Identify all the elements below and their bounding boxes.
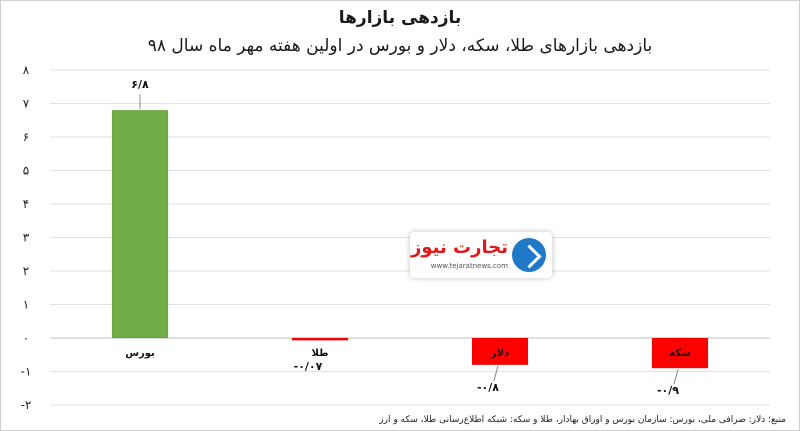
tejaratnews-logo: تجارت نیوز www.tejaratnews.com (410, 232, 552, 278)
y-tick-label: ۶ (23, 130, 29, 144)
y-tick-label: ۷ (23, 97, 30, 111)
y-tick-label: ۰ (23, 331, 29, 345)
y-tick-label: ۲ (23, 264, 29, 278)
data-label-leader (493, 365, 499, 381)
logo-name: تجارت نیوز (411, 237, 508, 258)
y-tick-label: -۱ (21, 365, 32, 379)
data-label: -۰/۰۷ (294, 360, 323, 373)
y-tick-label: -۲ (21, 398, 32, 412)
bar (651, 337, 709, 369)
logo-arrow-icon (512, 238, 546, 272)
chart-title: بازدهی بازارها (338, 8, 462, 28)
category-label: دلار (490, 348, 509, 359)
chart-subtitle: بازدهی بازارهای طلا، سکه، دلار و بورس در… (147, 36, 653, 56)
y-tick-label: ۵ (23, 164, 29, 178)
source-note: منبع؛ دلار: صرافی ملی، بورس: سازمان بورس… (379, 415, 786, 425)
category-label: بورس (125, 348, 155, 359)
data-label-leader (673, 369, 679, 385)
data-label: -۰/۹ (657, 384, 679, 397)
y-tick-label: ۱ (23, 298, 29, 312)
category-label: سکه (669, 348, 691, 359)
y-tick-label: ۸ (23, 63, 30, 77)
y-tick-label: ۳ (23, 231, 30, 245)
data-label: -۰/۸ (477, 381, 499, 394)
y-tick-label: ۴ (23, 197, 29, 211)
data-label: ۶/۸ (131, 78, 149, 91)
bar (111, 109, 169, 339)
bar (291, 337, 349, 341)
bar (471, 337, 529, 366)
category-label: طلا (311, 348, 328, 359)
logo-url: www.tejaratnews.com (430, 262, 508, 270)
